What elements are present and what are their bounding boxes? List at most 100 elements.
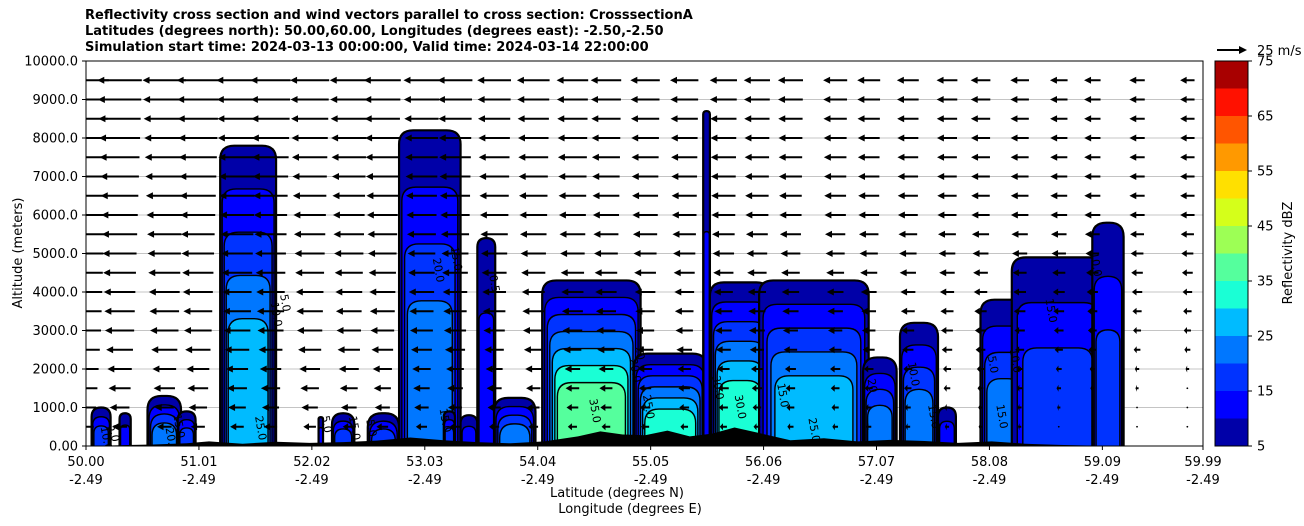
colorbar-tick-label: 55 [1257,165,1274,180]
wind-vector-head [101,230,109,238]
wind-vector [517,134,549,142]
wind-vector-head [1053,327,1059,334]
wind-vector-head [409,327,417,334]
wind-vector-head [373,384,381,392]
wind-vector [331,134,367,142]
wind-vector-head [778,134,786,142]
wind-vector-head [253,192,261,200]
wind-vector [1135,384,1139,392]
wind-vector-head [365,173,373,180]
wind-vector [672,230,696,238]
wind-vector-head [1180,76,1187,84]
wind-vector-head [824,173,832,180]
wind-vector-head [862,346,869,354]
wind-vector-head [558,192,566,200]
wind-vector [368,250,397,257]
wind-vector [1084,173,1101,180]
wind-vector-head [1183,307,1187,315]
wind-vector-head [1182,288,1187,296]
wind-vector-head [222,307,230,315]
wind-vector-head [594,269,602,277]
wind-vector-head [78,423,85,430]
wind-vector-head [944,423,947,431]
contour-label: 15.0 [993,403,1010,429]
wind-vector-head [1086,269,1092,277]
reflectivity-cell [1091,221,1125,446]
wind-vector-head [596,327,604,334]
wind-vector [937,230,956,238]
colorbar-band [1215,198,1248,226]
wind-vector [101,230,138,238]
wind-vector-head [1012,269,1019,277]
wind-vector-head [749,346,757,354]
wind-vector [415,423,428,431]
wind-vector [365,173,399,180]
wind-vector-head [638,384,645,392]
wind-vector [671,211,697,219]
wind-vector-head [250,76,258,84]
wind-vector [936,134,958,142]
wind-vector-head [177,96,185,103]
wind-vector [251,134,290,142]
wind-vector-head [330,96,338,103]
wind-vector [522,327,544,334]
wind-vector-head [178,153,186,161]
wind-vector-head [1010,153,1018,161]
wind-vector-head [717,384,723,392]
wind-vector [858,211,880,219]
wind-vector-head [253,211,261,219]
wind-vector-head [256,288,264,296]
wind-vector-head [482,307,490,315]
contour-label: 25.0 [252,415,269,441]
wind-vector [900,288,916,296]
wind-vector [86,348,100,351]
wind-vector-head [711,211,719,219]
wind-vector-head [449,423,455,431]
wind-vector-head [936,76,944,84]
contour-label: 20.0 [163,426,180,452]
wind-vector [858,192,880,200]
wind-vector-head [673,269,681,277]
wind-vector-head [897,134,905,142]
wind-vector-head [438,115,446,123]
colorbar-band [1215,391,1248,419]
wind-vector-head [564,365,572,373]
wind-vector-head [291,115,299,123]
wind-vector-head [224,346,232,354]
wind-vector [111,423,128,431]
wind-vector [1183,327,1191,334]
wind-vector-head [557,153,565,161]
wind-vector-head [1017,404,1020,411]
wind-vector-head [525,365,533,373]
wind-vector [517,115,549,123]
contour-label: 15.0 [170,413,187,439]
wind-vector-head [408,288,416,296]
wind-vector [1089,365,1095,373]
wind-vector-head [1084,96,1092,103]
wind-vector [1180,76,1195,84]
wind-vector [670,96,699,103]
wind-vector-head [634,269,642,277]
wind-vector-head [1050,230,1058,238]
wind-vector-head [978,404,981,411]
wind-vector-head [942,365,947,373]
wind-vector-head [372,365,380,373]
wind-vector-head [746,250,754,257]
contour-level-20 [866,404,893,446]
wind-vector [519,230,547,238]
wind-vector-head [778,153,786,161]
wind-vector [525,365,542,373]
wind-vector-head [1129,153,1137,161]
wind-vector-head [143,115,151,123]
wind-vector-head [109,404,117,411]
wind-vector-head [1054,346,1059,354]
chart-title-line-2: Latitudes (degrees north): 50.00,60.00, … [85,24,664,39]
wind-vector [595,307,617,315]
contour-level-15 [179,427,195,446]
wind-vector [936,115,958,123]
wind-vector-head [521,269,529,277]
wind-vector-head [744,115,752,123]
wind-vector [592,192,620,200]
wind-vector [519,192,548,200]
x-tick-label-lon: -2.49 [408,473,442,488]
